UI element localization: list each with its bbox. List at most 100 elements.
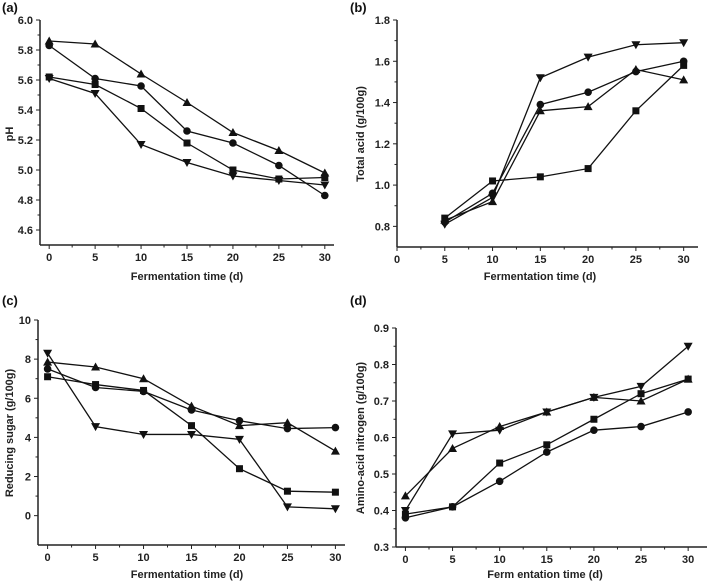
- y-tick-label-c: 8: [25, 354, 31, 366]
- marker-triangle-down-b: [583, 53, 593, 62]
- marker-triangle-up-c: [282, 418, 292, 427]
- marker-triangle-down-d: [400, 507, 410, 515]
- marker-triangle-up-c: [91, 362, 101, 371]
- y-tick-label-a: 5.2: [18, 135, 33, 147]
- marker-circle-a: [229, 139, 237, 147]
- marker-triangle-up-a: [44, 36, 54, 45]
- marker-square-b: [584, 165, 592, 173]
- marker-triangle-down-c: [234, 435, 244, 444]
- x-tick-label-c: 10: [137, 552, 149, 564]
- y-tick-label-c: 10: [19, 315, 31, 327]
- y-tick-label-c: 6: [25, 393, 31, 405]
- marker-circle-d: [495, 477, 504, 486]
- marker-triangle-up-c: [234, 421, 244, 430]
- x-tick-label-d: 20: [588, 554, 600, 566]
- marker-triangle-up-c: [187, 401, 196, 410]
- x-tick-label-b: 0: [394, 254, 400, 266]
- marker-triangle-down-d: [542, 408, 552, 417]
- y-tick-label-b: 1.4: [375, 98, 391, 110]
- y-tick-label-a: 5.4: [18, 105, 34, 117]
- series-line-triangle-up-b: [444, 68, 684, 221]
- marker-triangle-up-b: [535, 106, 545, 115]
- y-tick-label-c: 0: [25, 511, 31, 523]
- marker-circle-b: [679, 57, 688, 66]
- marker-square-d: [496, 459, 504, 467]
- xlabel-d: Ferm entation time (d): [487, 569, 603, 581]
- marker-square-d: [590, 415, 598, 423]
- marker-circle-a: [91, 74, 99, 83]
- marker-triangle-down-b: [488, 193, 498, 202]
- marker-triangle-up-d: [448, 443, 458, 452]
- y-tick-label-a: 4.6: [18, 225, 33, 237]
- marker-triangle-up-a: [274, 146, 284, 154]
- x-tick-label-a: 10: [135, 252, 147, 264]
- marker-square-b: [632, 107, 640, 115]
- xlabel-a: Fermentation time (d): [131, 271, 244, 283]
- marker-triangle-up-b: [583, 102, 593, 111]
- marker-circle-a: [183, 127, 191, 135]
- marker-triangle-down-a: [90, 90, 100, 98]
- marker-triangle-up-a: [182, 98, 192, 106]
- x-tick-label-c: 5: [93, 552, 99, 564]
- marker-square-d: [637, 390, 645, 398]
- y-tick-label-d: 0.9: [374, 323, 389, 335]
- marker-square-a: [91, 81, 99, 88]
- marker-triangle-down-d: [589, 393, 599, 402]
- marker-circle-d: [637, 422, 645, 431]
- x-tick-label-c: 0: [45, 552, 51, 564]
- marker-circle-b: [584, 88, 592, 97]
- y-tick-label-b: 1.8: [375, 15, 390, 27]
- marker-square-c: [283, 487, 291, 495]
- marker-square-d: [543, 441, 551, 449]
- y-tick-label-d: 0.4: [374, 506, 390, 518]
- x-tick-label-a: 15: [181, 252, 193, 264]
- series-line-triangle-up-d: [404, 378, 689, 497]
- marker-circle-d: [542, 448, 551, 456]
- panel-label-c: (c): [2, 293, 18, 308]
- ylabel-b: Total acid (g/100g): [355, 86, 367, 182]
- y-tick-label-b: 1.6: [375, 56, 390, 68]
- x-tick-label-a: 20: [227, 252, 239, 264]
- marker-triangle-down-a: [320, 181, 330, 190]
- marker-triangle-up-b: [679, 75, 689, 84]
- marker-triangle-up-d: [400, 491, 410, 500]
- marker-circle-d: [590, 426, 598, 435]
- x-tick-label-b: 10: [486, 254, 498, 266]
- marker-circle-c: [91, 383, 100, 392]
- x-tick-label-b: 15: [534, 254, 546, 266]
- marker-circle-d: [684, 408, 692, 416]
- series-line-circle-b: [444, 60, 684, 223]
- series-line-circle-a: [48, 44, 326, 197]
- marker-square-a: [137, 105, 145, 112]
- ylabel-a: pH: [4, 127, 16, 142]
- y-tick-label-c: 2: [25, 472, 31, 484]
- marker-triangle-down-a: [136, 141, 146, 149]
- series-line-triangle-down-d: [404, 345, 689, 511]
- marker-circle-c: [43, 365, 52, 373]
- x-tick-label-c: 20: [233, 552, 245, 564]
- y-tick-label-b: 1.0: [375, 180, 390, 192]
- x-tick-label-c: 30: [329, 552, 341, 564]
- panel-label-d: (d): [350, 293, 367, 308]
- xlabel-c: Fermentation time (d): [131, 569, 244, 581]
- marker-triangle-down-a: [44, 75, 54, 83]
- series-line-triangle-down-b: [444, 42, 684, 225]
- marker-triangle-down-d: [448, 430, 458, 439]
- marker-triangle-down-b: [631, 41, 641, 50]
- panel-label-a: (a): [2, 0, 18, 15]
- y-tick-label-d: 0.5: [374, 469, 389, 481]
- marker-triangle-up-a: [90, 39, 100, 48]
- marker-triangle-up-c: [330, 446, 340, 455]
- marker-square-b: [536, 173, 544, 181]
- marker-triangle-up-d: [636, 396, 646, 405]
- marker-square-c: [331, 488, 339, 496]
- marker-circle-c: [139, 387, 148, 396]
- marker-circle-a: [137, 82, 145, 90]
- y-tick-label-c: 4: [25, 432, 32, 444]
- marker-triangle-down-c: [187, 430, 196, 439]
- y-tick-label-a: 5.8: [18, 45, 33, 57]
- marker-triangle-down-c: [330, 505, 340, 514]
- marker-triangle-down-a: [182, 159, 192, 167]
- x-tick-label-a: 30: [319, 252, 331, 264]
- marker-triangle-down-d: [683, 342, 693, 351]
